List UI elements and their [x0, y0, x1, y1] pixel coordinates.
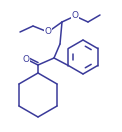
Text: O: O: [45, 27, 51, 37]
Text: O: O: [22, 55, 30, 63]
Text: O: O: [71, 11, 78, 20]
